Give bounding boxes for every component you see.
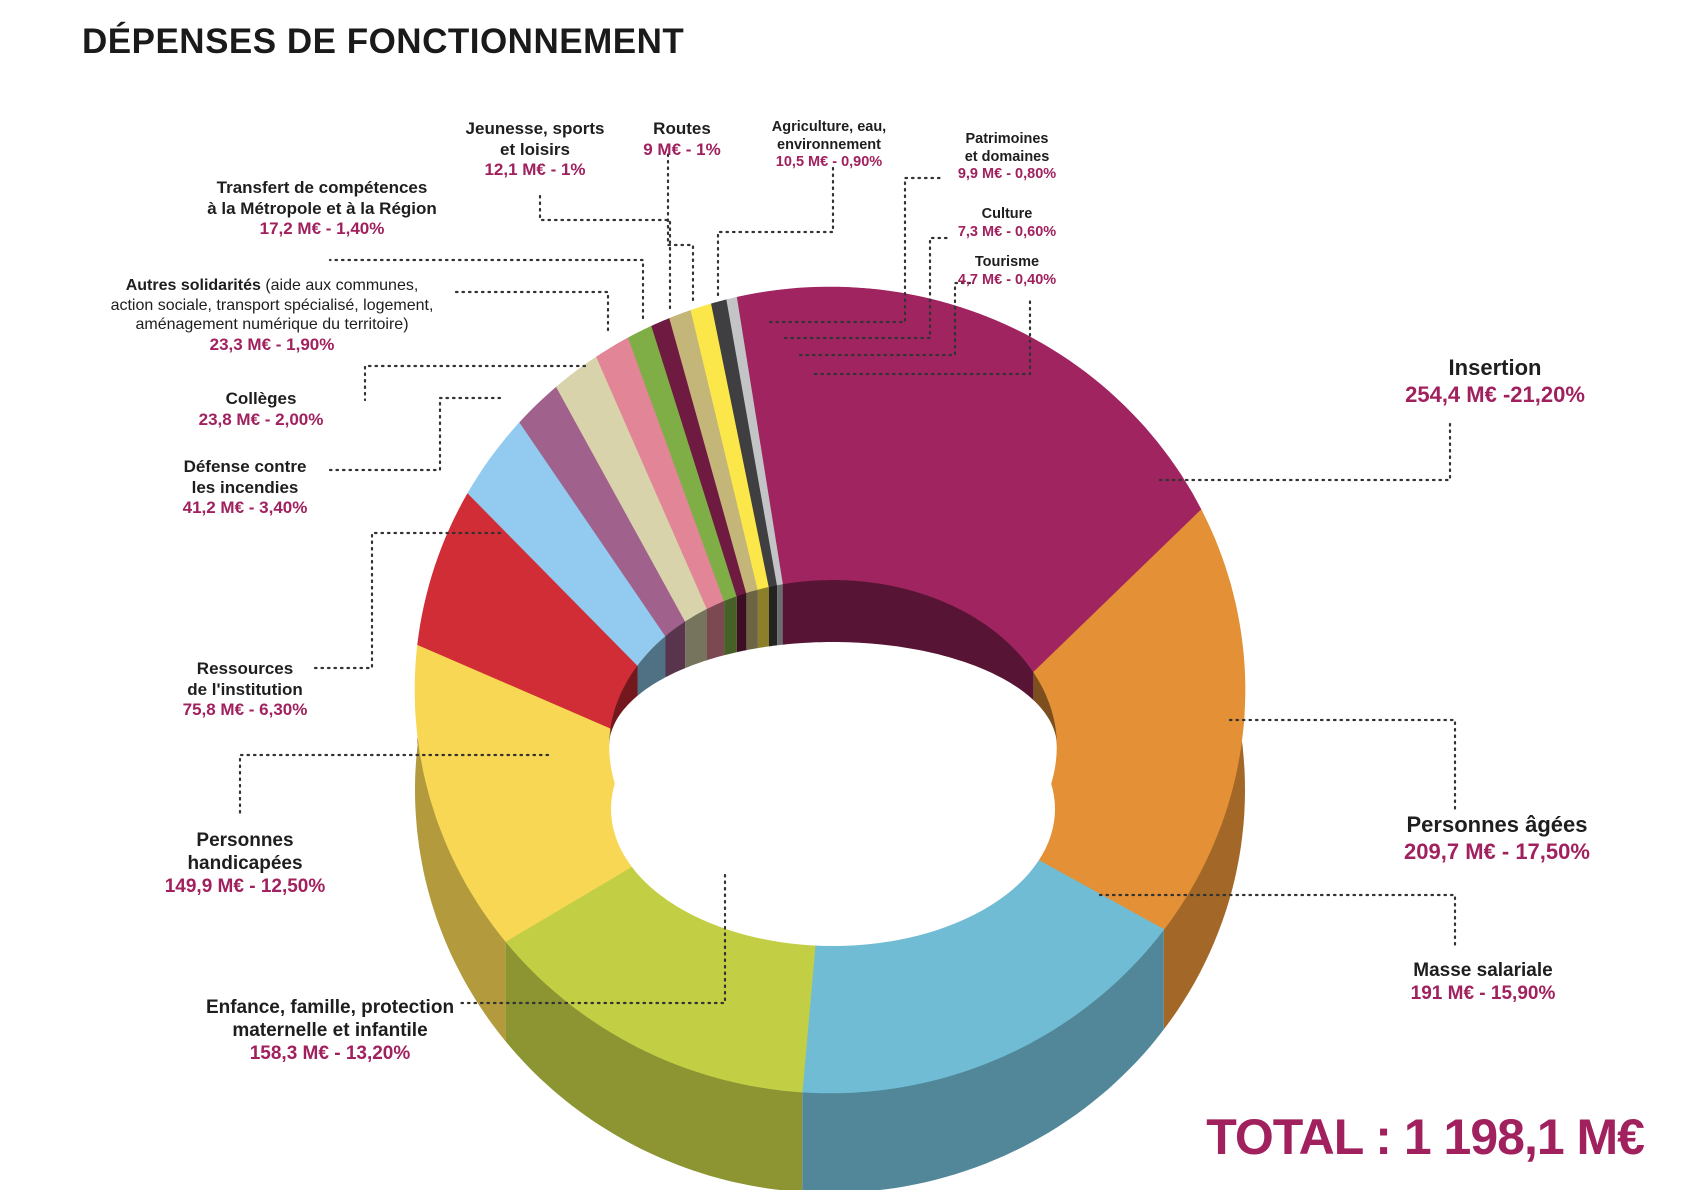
inner-slice-13 (757, 587, 769, 649)
donut-hole (611, 672, 1055, 946)
page-title: DÉPENSES DE FONCTIONNEMENT (82, 22, 685, 61)
label-colleges: Collèges 23,8 M€ - 2,00% (198, 389, 324, 429)
label-personnes-agees: Personnes âgées 209,7 M€ - 17,50% (1404, 812, 1590, 864)
inner-slice-6 (637, 636, 666, 696)
inner-slice-7 (665, 621, 686, 678)
label-tourisme: Tourisme 4,7 M€ - 0,40% (957, 254, 1057, 288)
inner-slice-15 (777, 584, 783, 646)
side-slice-3 (505, 941, 803, 1190)
label-personnes-handicapees: Personnes handicapées 149,9 M€ - 12,50% (164, 830, 326, 898)
leader-line-9 (328, 258, 645, 320)
inner-slice-11 (736, 593, 747, 653)
leader-line-12 (716, 166, 835, 297)
inner-slice-5 (610, 665, 638, 736)
label-transfert-competences: Transfert de compétences à la Métropole … (207, 178, 437, 239)
side-slice-4 (415, 644, 506, 1042)
leader-lines (238, 152, 1457, 1005)
leader-line-6 (323, 396, 502, 472)
label-insertion: Insertion 254,4 M€ -21,20% (1405, 355, 1585, 407)
leader-line-14 (783, 236, 952, 340)
label-autres-solidarites: Autres solidarités (aide aux communes, a… (110, 277, 434, 354)
leader-line-15 (798, 281, 977, 357)
donut-top-face (414, 286, 1246, 1094)
label-masse-salariale: Masse salariale 191 M€ - 15,90% (1410, 960, 1556, 1005)
donut-inner-wall (609, 580, 1057, 946)
leader-line-2 (1098, 893, 1457, 947)
leader-line-7 (363, 364, 587, 402)
leader-line-0 (1158, 418, 1452, 482)
total-amount: TOTAL : 1 198,1 M€ (1206, 1109, 1645, 1165)
leader-line-8 (453, 290, 610, 332)
label-jeunesse-sports: Jeunesse, sports et loisirs 12,1 M€ - 1% (465, 119, 605, 180)
leader-line-10 (538, 190, 672, 310)
leader-line-11 (666, 152, 695, 302)
inner-slice-8 (685, 608, 707, 669)
leader-line-5 (308, 531, 502, 670)
inner-slice-10 (724, 596, 737, 656)
leader-line-1 (1228, 718, 1457, 812)
label-patrimoines: Patrimoines et domaines 9,9 M€ - 0,80% (957, 131, 1057, 183)
inner-slice-9 (707, 601, 725, 661)
label-enfance: Enfance, famille, protection maternelle … (205, 997, 455, 1065)
inner-slice-0 (782, 580, 1034, 701)
label-defense-incendies: Défense contre les incendies 41,2 M€ - 3… (182, 457, 308, 518)
label-routes: Routes 9 M€ - 1% (643, 119, 721, 159)
leader-line-13 (768, 176, 942, 324)
inner-slice-12 (746, 589, 758, 651)
inner-slice-14 (769, 585, 778, 647)
leader-line-3 (458, 873, 727, 1005)
label-agriculture: Agriculture, eau, environnement 10,5 M€ … (771, 119, 887, 171)
label-culture: Culture 7,3 M€ - 0,60% (957, 206, 1057, 240)
leader-line-4 (238, 753, 550, 817)
label-ressources: Ressources de l'institution 75,8 M€ - 6,… (182, 659, 308, 720)
side-slice-2 (802, 929, 1164, 1190)
leader-line-16 (813, 298, 1032, 376)
